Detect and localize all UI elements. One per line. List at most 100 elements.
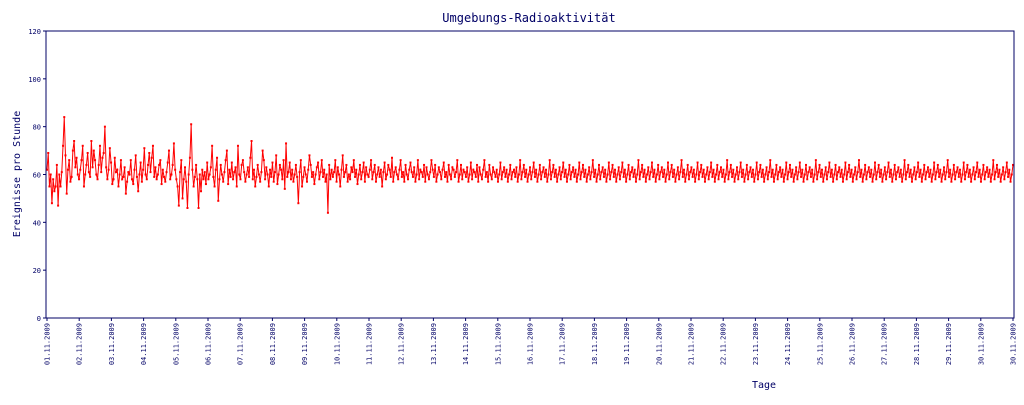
data-point xyxy=(196,178,199,181)
data-point xyxy=(312,171,315,174)
data-point xyxy=(253,168,255,171)
data-point xyxy=(197,206,200,209)
data-point xyxy=(968,168,971,171)
data-point xyxy=(1010,173,1013,176)
data-point xyxy=(883,166,886,169)
data-point xyxy=(249,156,252,159)
data-point xyxy=(488,163,491,166)
data-point xyxy=(622,175,625,178)
data-point xyxy=(768,171,771,174)
data-point xyxy=(511,171,514,174)
data-point xyxy=(572,166,575,169)
data-point xyxy=(405,173,408,176)
data-point xyxy=(959,168,962,171)
data-point xyxy=(784,173,787,176)
data-point xyxy=(301,185,304,188)
data-point xyxy=(940,180,943,183)
data-point xyxy=(806,178,809,181)
data-point xyxy=(856,171,859,174)
data-point xyxy=(913,166,916,169)
data-point xyxy=(529,166,531,169)
data-point xyxy=(159,159,162,162)
x-tick-label: 11.11.2009 xyxy=(366,323,374,365)
data-point xyxy=(574,168,577,171)
data-point xyxy=(395,173,398,176)
data-point xyxy=(298,171,301,174)
data-point xyxy=(92,149,95,152)
data-point xyxy=(212,175,215,178)
y-tick-label: 100 xyxy=(28,76,41,84)
data-point xyxy=(520,178,523,181)
data-point xyxy=(862,173,865,176)
data-point xyxy=(106,178,109,181)
data-point xyxy=(388,168,391,171)
data-point xyxy=(134,154,137,157)
data-point xyxy=(423,163,426,166)
data-point xyxy=(731,175,734,178)
data-point xyxy=(956,166,959,169)
data-point xyxy=(710,161,713,164)
data-point xyxy=(813,173,816,176)
data-point xyxy=(841,180,844,183)
data-point xyxy=(639,171,642,174)
data-point xyxy=(947,175,950,178)
data-point xyxy=(886,171,889,174)
data-point xyxy=(931,173,934,176)
data-point xyxy=(174,168,177,171)
data-point xyxy=(546,180,549,183)
data-point xyxy=(536,180,539,183)
data-point xyxy=(445,171,448,174)
data-point xyxy=(180,159,183,162)
data-point xyxy=(589,178,592,181)
data-point xyxy=(96,178,99,181)
data-point xyxy=(756,178,759,181)
data-point xyxy=(790,175,793,178)
data-point xyxy=(541,171,544,174)
data-point xyxy=(586,173,589,176)
data-point xyxy=(583,175,586,178)
data-point xyxy=(479,173,482,176)
data-point xyxy=(821,168,824,171)
data-point xyxy=(944,178,947,181)
data-point xyxy=(892,173,895,176)
y-tick-label: 40 xyxy=(33,219,41,227)
data-point xyxy=(734,173,737,176)
data-point xyxy=(673,168,676,171)
data-point xyxy=(623,168,626,171)
data-point xyxy=(515,166,518,169)
data-point xyxy=(260,171,263,174)
data-point xyxy=(142,168,145,171)
data-point xyxy=(62,144,65,147)
data-point xyxy=(259,180,262,183)
data-point xyxy=(80,159,83,162)
data-point xyxy=(818,163,821,166)
data-point xyxy=(954,178,957,181)
data-point xyxy=(726,159,729,162)
data-point xyxy=(443,175,446,178)
data-point xyxy=(403,180,406,183)
y-tick-label: 0 xyxy=(37,315,41,323)
data-point xyxy=(871,180,874,183)
data-point xyxy=(389,175,392,178)
data-point xyxy=(440,178,443,181)
data-point xyxy=(758,171,761,174)
data-point xyxy=(113,156,116,159)
data-point xyxy=(387,163,390,166)
data-point xyxy=(492,166,495,169)
data-point xyxy=(505,168,508,171)
data-point xyxy=(564,168,567,171)
data-point xyxy=(649,171,652,174)
data-point xyxy=(238,173,241,176)
data-point xyxy=(951,173,954,176)
data-point xyxy=(607,161,610,164)
data-point xyxy=(658,178,661,181)
data-point xyxy=(230,161,233,164)
data-point xyxy=(787,171,790,174)
data-point xyxy=(809,175,812,178)
data-point xyxy=(448,173,451,176)
data-point xyxy=(627,163,630,166)
data-point xyxy=(54,185,57,188)
data-point xyxy=(145,178,148,181)
data-point xyxy=(807,171,810,174)
